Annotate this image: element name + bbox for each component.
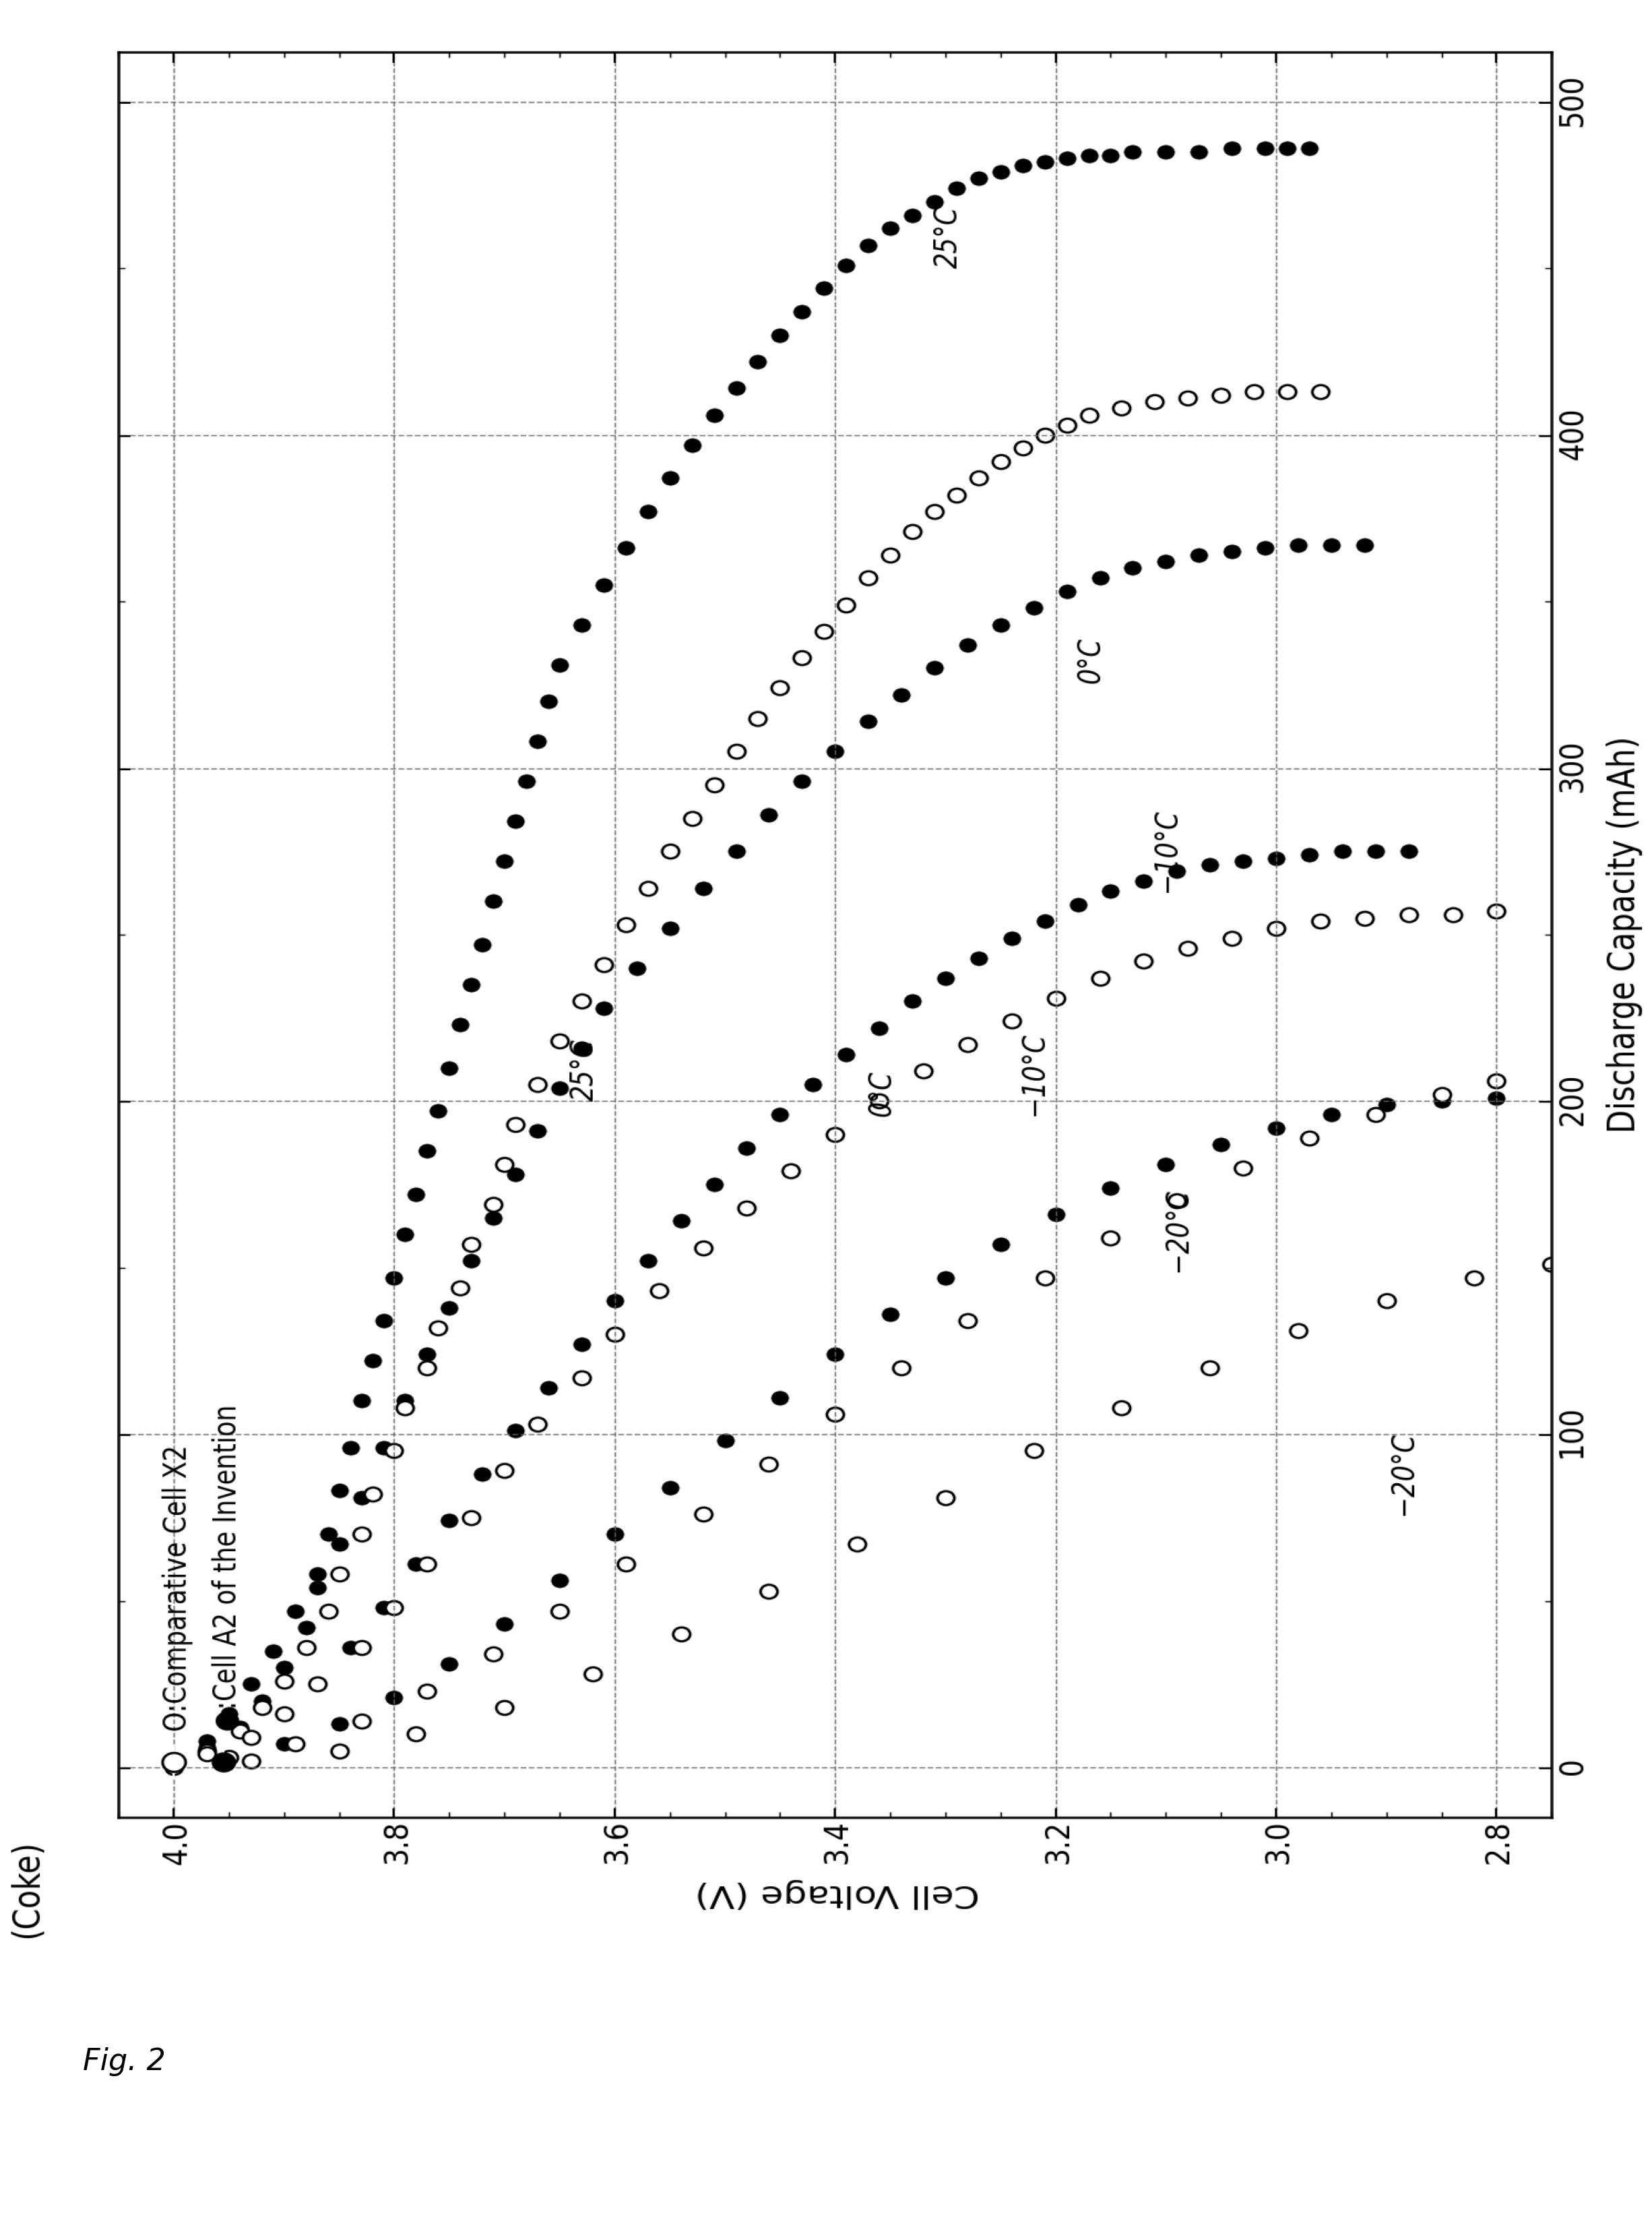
Text: Fig. 2: Fig. 2 [83,2046,165,2077]
